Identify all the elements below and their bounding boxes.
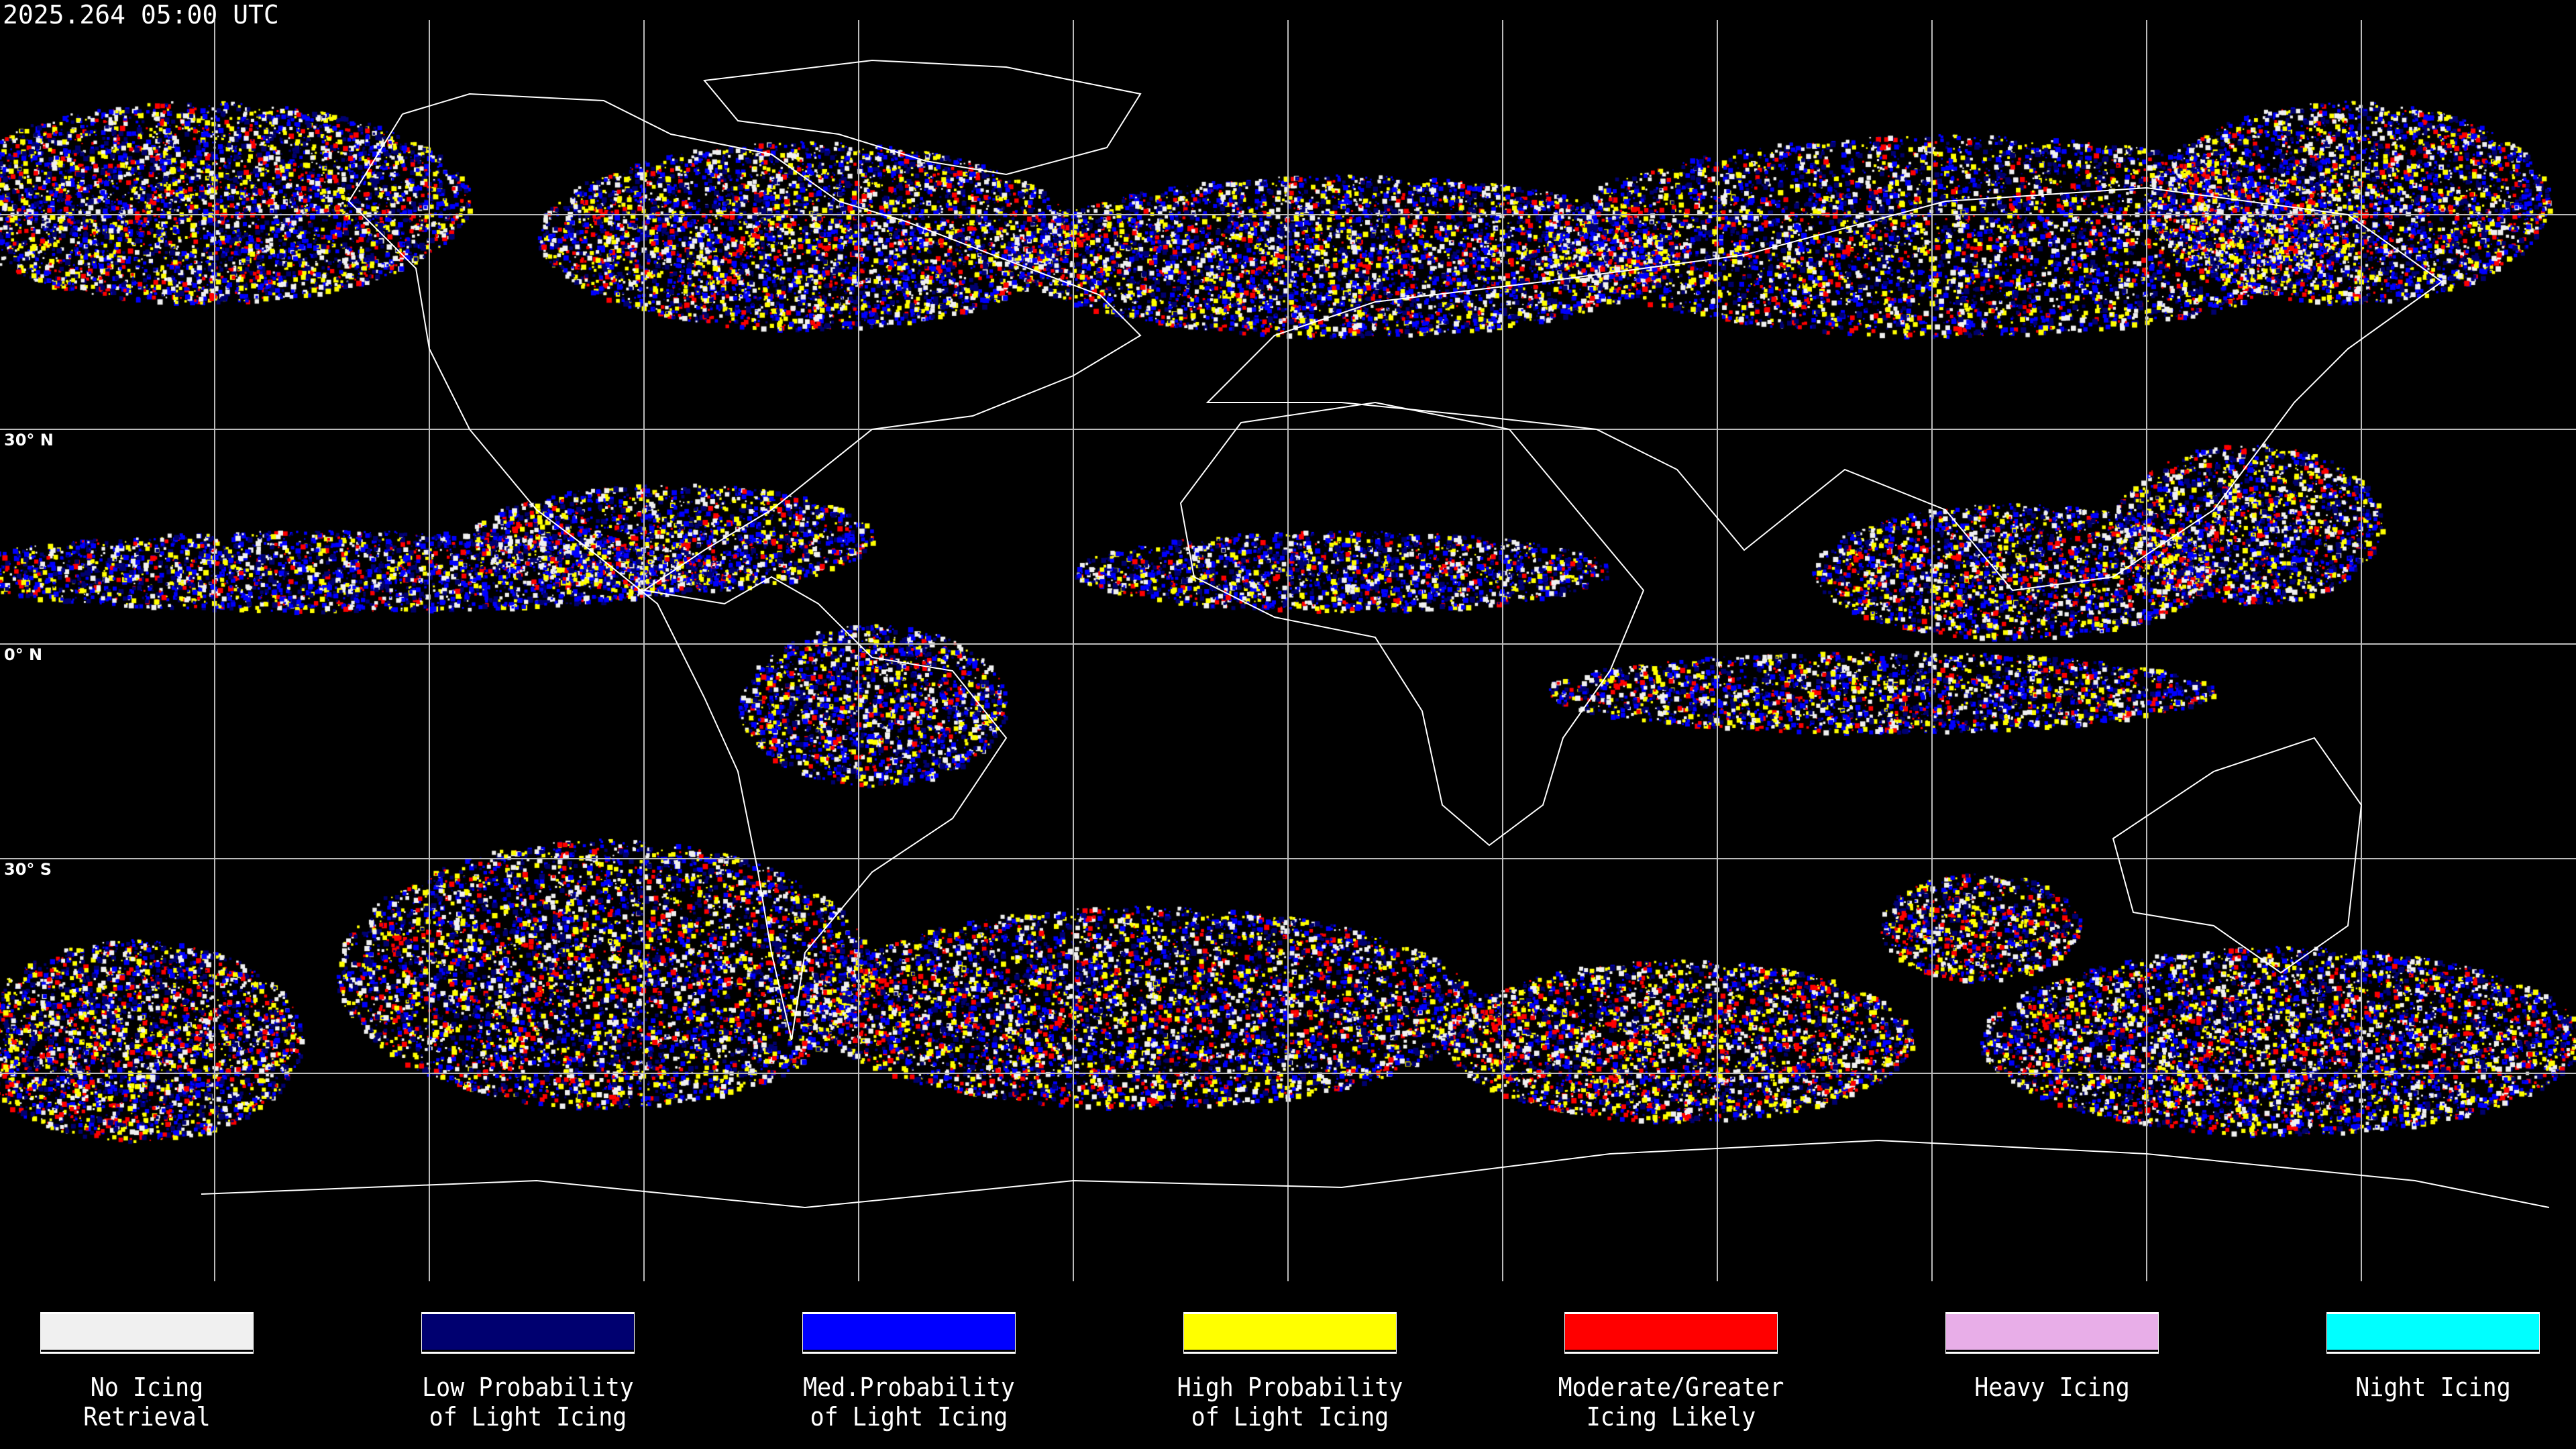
lat-label-30s: 30° S: [4, 860, 52, 879]
icing-map: 2025.264 05:00 UTC 30° N 0° N 30° S: [0, 0, 2576, 1288]
legend-item: Heavy Icing: [1904, 1312, 2200, 1402]
coastline: [347, 93, 1142, 1040]
legend-swatch: [1564, 1312, 1778, 1354]
legend-swatch: [40, 1312, 254, 1354]
legend-item: Med.Probability of Light Icing: [761, 1312, 1057, 1432]
coastline: [703, 59, 1142, 176]
legend-swatch: [421, 1312, 635, 1354]
coastline: [201, 1139, 2550, 1209]
coastline: [2112, 737, 2363, 974]
legend-swatch: [1945, 1312, 2159, 1354]
legend-label: Heavy Icing: [1974, 1373, 2130, 1402]
legend-label: Night Icing: [2355, 1373, 2511, 1402]
lat-label-0n: 0° N: [4, 645, 43, 664]
coastline: [1205, 186, 2443, 592]
legend-label: Low Probability of Light Icing: [422, 1373, 634, 1432]
legend-item: Moderate/Greater Icing Likely: [1523, 1312, 1819, 1432]
coastline: [1179, 401, 1645, 847]
legend-swatch: [1183, 1312, 1397, 1354]
legend-label: Moderate/Greater Icing Likely: [1558, 1373, 1784, 1432]
timestamp: 2025.264 05:00 UTC: [3, 0, 279, 30]
legend-item: No Icing Retrieval: [0, 1312, 294, 1432]
legend-item: Low Probability of Light Icing: [380, 1312, 676, 1432]
legend-label: Med.Probability of Light Icing: [803, 1373, 1015, 1432]
legend-swatch: [2326, 1312, 2540, 1354]
legend-item: Night Icing: [2286, 1312, 2576, 1402]
legend-label: High Probability of Light Icing: [1177, 1373, 1403, 1432]
legend-label: No Icing Retrieval: [83, 1373, 211, 1432]
legend: No Icing Retrieval Low Probability of Lig…: [0, 1288, 2576, 1449]
lat-label-30n: 30° N: [4, 431, 54, 449]
graticule: [0, 20, 2576, 1281]
legend-swatch: [802, 1312, 1016, 1354]
legend-item: High Probability of Light Icing: [1142, 1312, 1438, 1432]
